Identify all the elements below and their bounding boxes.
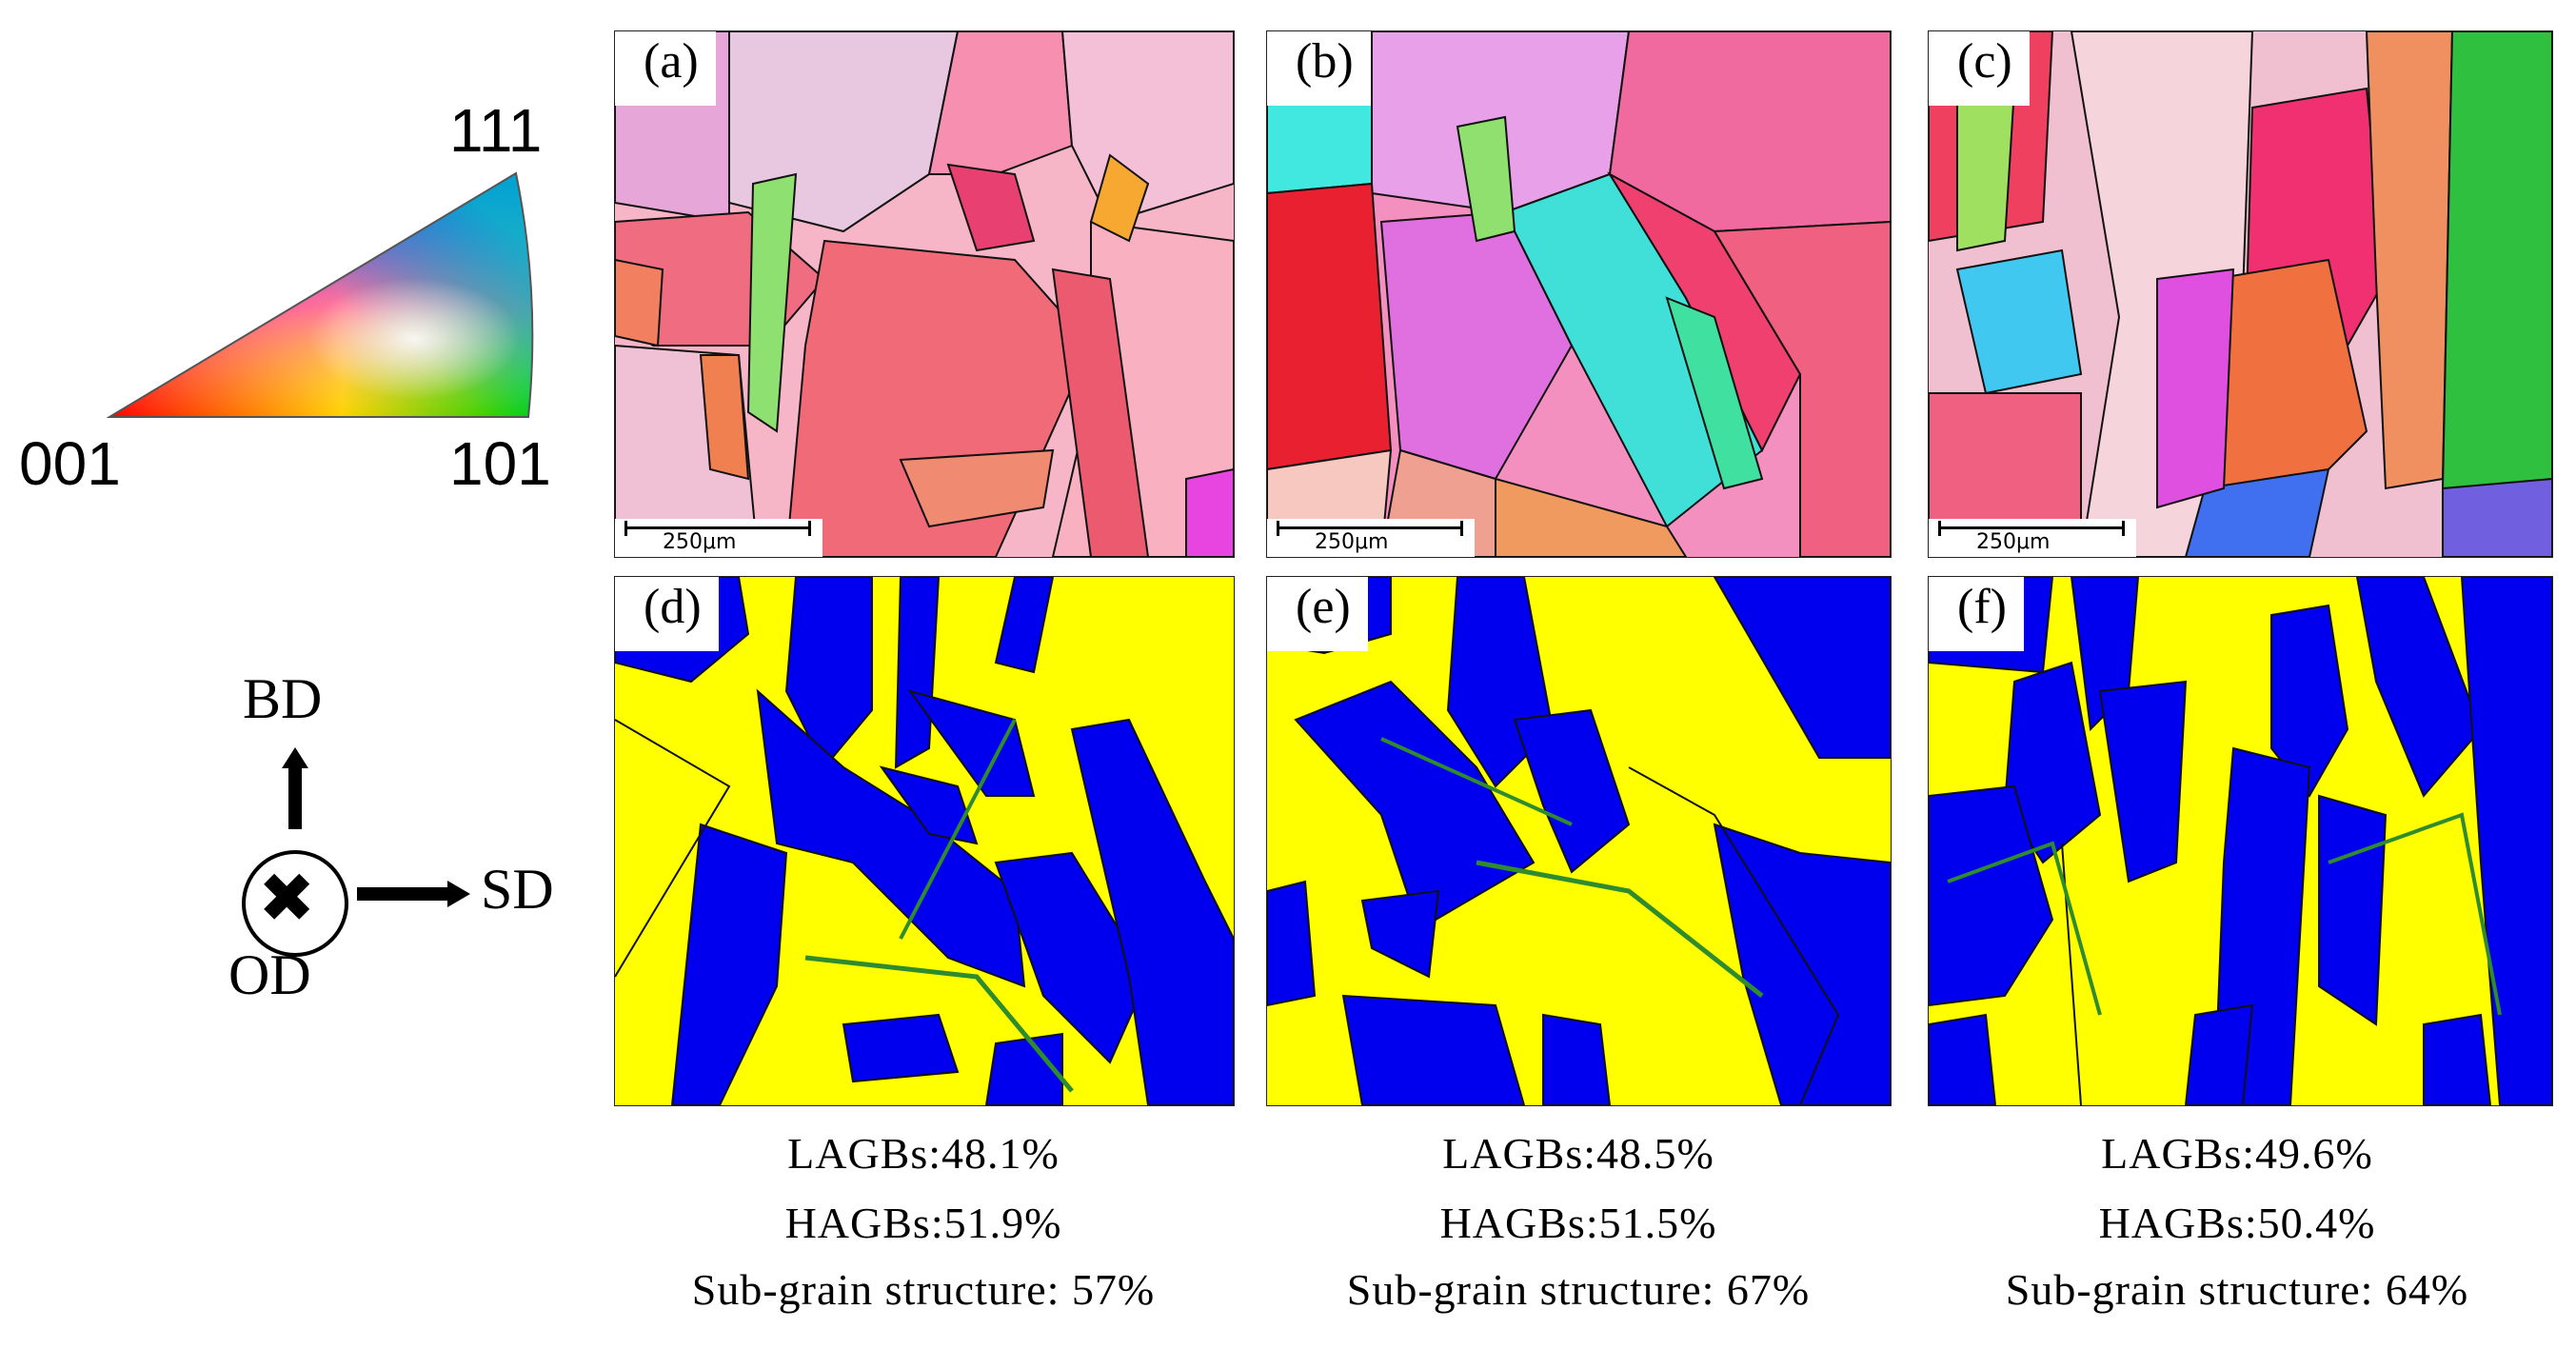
panel-label-a: (a): [615, 31, 716, 106]
stat-lagb-3: LAGBs:49.6%: [2101, 1129, 2373, 1178]
ipf-map-a: (a) 250μm: [614, 30, 1235, 558]
scale-bar-a: 250μm: [615, 519, 822, 557]
grain-map-e: (e): [1266, 576, 1892, 1106]
panel-label-c: (c): [1929, 31, 2030, 106]
scale-bar-b: 250μm: [1267, 519, 1475, 557]
bd-label: BD: [243, 667, 323, 730]
stat-hagb-1: HAGBs:51.9%: [784, 1199, 1062, 1247]
stat-lagb-1: LAGBs:48.1%: [787, 1129, 1060, 1178]
grain-map-d-image: [615, 577, 1234, 1105]
stat-hagb-3: HAGBs:50.4%: [2098, 1199, 2376, 1247]
stat-subgrain-2: Sub-grain structure: 67%: [1346, 1265, 1811, 1314]
scale-text-a: 250μm: [663, 530, 737, 554]
ipf-map-a-image: [615, 31, 1234, 557]
panel-label-b: (b): [1267, 31, 1371, 106]
sd-arrow-shaft: [357, 887, 452, 901]
ipf-map-b: (b) 250μm: [1266, 30, 1892, 558]
ipf-triangle: [106, 171, 534, 418]
panel-label-f: (f): [1929, 577, 2024, 651]
od-cross-icon: ✖: [258, 858, 316, 938]
grain-map-e-image: [1267, 577, 1891, 1105]
ipf-label-111: 111: [449, 96, 543, 165]
stat-subgrain-3: Sub-grain structure: 64%: [2005, 1265, 2469, 1314]
bd-arrow: [282, 747, 308, 768]
panel-label-e: (e): [1267, 577, 1368, 651]
ipf-label-101: 101: [449, 429, 551, 498]
stat-subgrain-1: Sub-grain structure: 57%: [691, 1265, 1156, 1314]
ipf-map-c-image: [1929, 31, 2552, 557]
grain-map-d: (d): [614, 576, 1235, 1106]
grain-map-f-image: [1929, 577, 2552, 1105]
grain-map-f: (f): [1928, 576, 2553, 1106]
ipf-map-b-image: [1267, 31, 1891, 557]
scale-text-c: 250μm: [1976, 530, 2051, 554]
panel-label-d: (d): [615, 577, 719, 651]
ipf-label-001: 001: [19, 429, 121, 498]
stat-lagb-2: LAGBs:48.5%: [1442, 1129, 1714, 1178]
ipf-map-c: (c) 250μm: [1928, 30, 2553, 558]
od-label: OD: [228, 943, 311, 1006]
sd-arrow: [447, 881, 470, 907]
bd-arrow-shaft: [288, 766, 302, 829]
od-circle: [242, 850, 348, 957]
scale-text-b: 250μm: [1315, 530, 1389, 554]
sd-label: SD: [481, 858, 554, 921]
scale-bar-c: 250μm: [1929, 519, 2136, 557]
stat-hagb-2: HAGBs:51.5%: [1439, 1199, 1717, 1247]
